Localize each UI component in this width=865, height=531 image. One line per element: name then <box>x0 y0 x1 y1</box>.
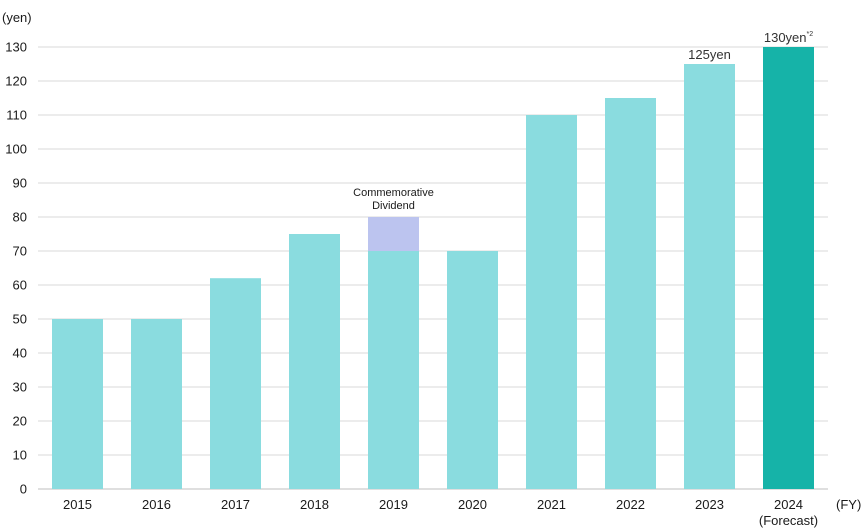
x-tick-label: 2022 <box>616 497 645 512</box>
bar-2023 <box>684 64 735 489</box>
y-tick-label: 40 <box>13 346 27 361</box>
y-tick-label: 90 <box>13 176 27 191</box>
bars <box>52 47 814 489</box>
y-tick-label: 60 <box>13 278 27 293</box>
labels: 0 10 20 30 40 50 60 70 80 90 100 110 120 130 2015 2016 2… <box>5 30 818 528</box>
data-label-2024: 130yen*2 <box>764 30 813 45</box>
bar-2019 <box>368 251 419 489</box>
bar-2017 <box>210 278 261 489</box>
y-tick-label: 130 <box>5 40 27 55</box>
x-tick-label: 2019 <box>379 497 408 512</box>
y-tick-label: 120 <box>5 74 27 89</box>
annotation-label: Dividend <box>372 200 415 212</box>
bar-2022 <box>605 98 656 489</box>
bar-2020 <box>447 251 498 489</box>
y-axis-unit-label: (yen) <box>2 10 32 25</box>
x-tick-label: 2020 <box>458 497 487 512</box>
y-tick-label: 10 <box>13 448 27 463</box>
y-tick-label: 100 <box>5 142 27 157</box>
y-tick-label: 30 <box>13 380 27 395</box>
bar-2018 <box>289 234 340 489</box>
bar-2024 <box>763 47 814 489</box>
x-tick-label: 2018 <box>300 497 329 512</box>
x-tick-label: 2023 <box>695 497 724 512</box>
x-tick-sublabel: (Forecast) <box>759 513 818 528</box>
y-tick-label: 110 <box>6 108 27 123</box>
y-tick-label: 20 <box>13 414 27 429</box>
data-label-2023: 125yen <box>688 47 731 62</box>
x-tick-label: 2016 <box>142 497 171 512</box>
x-tick-label: 2015 <box>63 497 92 512</box>
y-tick-label: 50 <box>13 312 27 327</box>
bar-2021 <box>526 115 577 489</box>
x-tick-label: 2024 <box>774 497 803 512</box>
y-tick-label: 70 <box>13 244 27 259</box>
bar-2015 <box>52 319 103 489</box>
x-tick-label: 2017 <box>221 497 250 512</box>
x-axis-unit-label: (FY) <box>836 497 861 512</box>
bar-2016 <box>131 319 182 489</box>
annotation-label: Commemorative <box>353 187 434 199</box>
y-tick-label: 80 <box>13 210 27 225</box>
y-tick-label: 0 <box>20 482 27 497</box>
x-tick-label: 2021 <box>537 497 566 512</box>
bar-extra-2019 <box>368 217 419 251</box>
